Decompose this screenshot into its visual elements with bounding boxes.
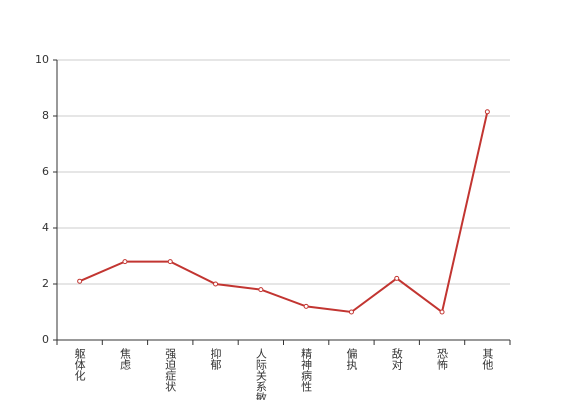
point	[439, 309, 445, 315]
x-tick-label: 人际关系敏感	[254, 348, 267, 400]
line	[79, 111, 489, 314]
point	[394, 275, 400, 281]
x-tick-label: 偏执	[345, 347, 358, 371]
x-tick-label: 其他	[481, 348, 494, 370]
point	[303, 303, 309, 309]
x-tick-label: 恐怖	[436, 348, 449, 370]
point	[258, 287, 264, 293]
y-tick-label: 2	[42, 277, 49, 290]
point	[484, 109, 490, 115]
y-tick-label: 8	[42, 109, 49, 122]
x-tick-label: 抑郁	[209, 347, 222, 370]
x-tick-label: 焦虑	[118, 348, 131, 370]
x-tick-label: 精神病性	[300, 348, 313, 393]
x-tick-label: 躯体化	[73, 348, 86, 382]
y-tick-label: 4	[42, 221, 49, 234]
y-tick-label: 0	[42, 333, 49, 346]
point	[213, 281, 219, 287]
point	[348, 309, 354, 315]
point	[167, 259, 173, 265]
y-tick-label: 10	[35, 53, 49, 66]
point	[122, 259, 128, 265]
x-tick-label: 强迫症状	[164, 348, 177, 392]
y-tick-label: 6	[42, 165, 49, 178]
point	[77, 278, 83, 284]
x-tick-label: 敌对	[390, 347, 403, 370]
